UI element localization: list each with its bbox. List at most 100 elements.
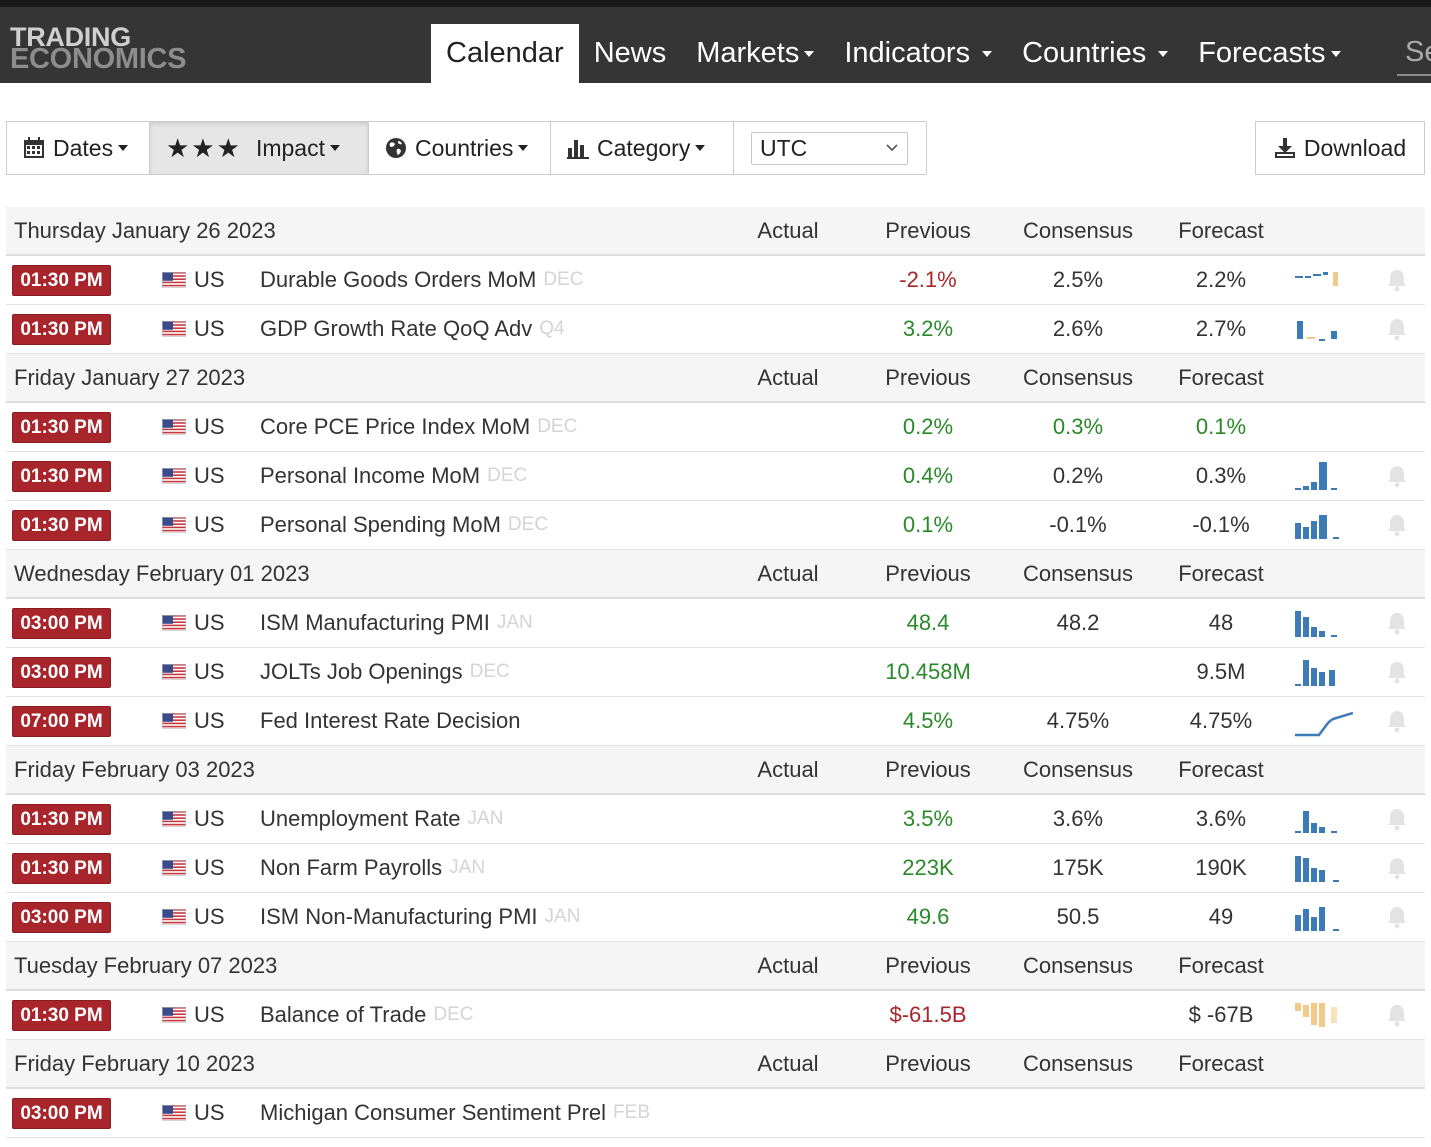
bell-icon[interactable] <box>1386 660 1408 684</box>
event-forecast: -0.1% <box>1192 512 1250 537</box>
event-row[interactable]: 01:30 PM US Personal Spending MoM DEC 0.1% -0… <box>6 501 1425 550</box>
calendar-filter-toolbar: Dates ★★★ Impact Countries Category UTC <box>6 121 927 175</box>
event-previous: 223K <box>902 855 954 880</box>
event-time-badge: 01:30 PM <box>12 461 111 492</box>
event-reference-period: DEC <box>507 514 549 535</box>
column-header-previous: Previous <box>885 756 971 782</box>
event-name-link[interactable]: Personal Spending MoM DEC <box>260 501 548 549</box>
event-name-link[interactable]: JOLTs Job Openings DEC <box>260 648 510 696</box>
event-reference-period: Q4 <box>539 318 565 339</box>
event-name-link[interactable]: Durable Goods Orders MoM DEC <box>260 256 583 304</box>
event-row[interactable]: 01:30 PM US Durable Goods Orders MoM DEC -2.… <box>6 256 1425 305</box>
event-row[interactable]: 03:00 PM US ISM Non-Manufacturing PMI JAN 49… <box>6 893 1425 942</box>
category-filter-button[interactable]: Category <box>551 122 734 174</box>
event-row[interactable]: 01:30 PM US GDP Growth Rate QoQ Adv Q4 3.2% 2… <box>6 305 1425 354</box>
event-name-link[interactable]: Balance of Trade DEC <box>260 991 473 1039</box>
bell-icon[interactable] <box>1386 856 1408 880</box>
bell-icon[interactable] <box>1386 268 1408 292</box>
event-name-link[interactable]: Michigan Consumer Sentiment Prel FEB <box>260 1089 650 1137</box>
countries-filter-button[interactable]: Countries <box>369 122 551 174</box>
event-name: ISM Manufacturing PMI <box>260 610 490 635</box>
event-row[interactable]: 01:30 PM US Unemployment Rate JAN 3.5% 3.6% 3.… <box>6 795 1425 844</box>
sparkline-chart-icon[interactable] <box>1293 852 1353 884</box>
sparkline-chart-icon[interactable] <box>1293 656 1353 688</box>
nav-label: Countries <box>1022 37 1147 69</box>
event-consensus <box>1008 991 1148 1039</box>
chevron-down-icon <box>804 50 815 57</box>
event-actual <box>718 893 858 941</box>
column-header-previous: Previous <box>885 1050 971 1076</box>
dates-filter-label: Dates <box>53 134 114 161</box>
trading-economics-logo[interactable]: TRADING ECONOMICS <box>10 24 186 74</box>
event-name-link[interactable]: GDP Growth Rate QoQ Adv Q4 <box>260 305 565 353</box>
event-actual <box>718 501 858 549</box>
bell-icon[interactable] <box>1386 317 1408 341</box>
sparkline-chart-icon[interactable] <box>1293 607 1353 639</box>
impact-filter-label: Impact <box>255 134 325 161</box>
sparkline-chart-icon[interactable] <box>1293 705 1353 737</box>
sparkline-chart-icon[interactable] <box>1293 901 1353 933</box>
event-previous: 0.1% <box>902 512 954 537</box>
us-flag-icon <box>162 517 186 533</box>
event-time-badge: 03:00 PM <box>12 608 111 639</box>
day-header-row: Friday February 03 2023 Actual Previous Con… <box>6 746 1425 795</box>
nav-markets[interactable]: Markets <box>681 24 829 83</box>
us-flag-icon <box>162 860 186 876</box>
bell-icon[interactable] <box>1386 709 1408 733</box>
event-row[interactable]: 07:00 PM US Fed Interest Rate Decision 4.5%… <box>6 697 1425 746</box>
nav-indicators[interactable]: Indicators <box>829 24 1007 83</box>
event-row[interactable]: 01:30 PM US Core PCE Price Index MoM DEC 0.2… <box>6 403 1425 452</box>
event-row[interactable]: 03:00 PM US ISM Manufacturing PMI JAN 48.4 48… <box>6 599 1425 648</box>
nav-countries[interactable]: Countries <box>1007 24 1183 83</box>
download-button[interactable]: Download <box>1255 121 1425 175</box>
event-reference-period: DEC <box>537 416 578 437</box>
event-country: US <box>194 316 225 341</box>
timezone-select[interactable]: UTC <box>751 131 908 165</box>
column-header-consensus: Consensus <box>1022 364 1134 390</box>
sparkline-chart-icon[interactable] <box>1293 509 1353 541</box>
sparkline-chart-icon[interactable] <box>1293 264 1353 296</box>
event-country: US <box>194 267 225 292</box>
bell-icon[interactable] <box>1386 905 1408 929</box>
column-header-consensus: Consensus <box>1022 952 1134 978</box>
event-name-link[interactable]: Fed Interest Rate Decision <box>260 697 520 745</box>
sparkline-chart-icon[interactable] <box>1293 803 1353 835</box>
column-header-forecast: Forecast <box>1178 217 1264 243</box>
column-header-consensus: Consensus <box>1022 560 1134 586</box>
bell-icon[interactable] <box>1386 513 1408 537</box>
event-name-link[interactable]: Core PCE Price Index MoM DEC <box>260 403 577 451</box>
event-name-link[interactable]: Personal Income MoM DEC <box>260 452 527 500</box>
event-row[interactable]: 01:30 PM US Non Farm Payrolls JAN 223K 175K 19… <box>6 844 1425 893</box>
sparkline-chart-icon[interactable] <box>1293 460 1353 492</box>
event-row[interactable]: 01:30 PM US Personal Income MoM DEC 0.4% 0.2%… <box>6 452 1425 501</box>
event-name-link[interactable]: ISM Non-Manufacturing PMI JAN <box>260 893 580 941</box>
event-row[interactable]: 03:00 PM US JOLTs Job Openings DEC 10.458M 9.… <box>6 648 1425 697</box>
sparkline-chart-icon[interactable] <box>1293 999 1353 1031</box>
sparkline-chart-icon[interactable] <box>1293 313 1353 345</box>
event-reference-period: JAN <box>467 808 504 829</box>
column-header-previous: Previous <box>885 217 971 243</box>
nav-calendar[interactable]: Calendar <box>431 24 579 83</box>
impact-filter-button[interactable]: ★★★ Impact <box>150 122 369 174</box>
bell-icon[interactable] <box>1386 1003 1408 1027</box>
event-reference-period: JAN <box>496 612 533 633</box>
event-reference-period: FEB <box>613 1102 650 1123</box>
event-row[interactable]: 01:30 PM US Balance of Trade DEC $-61.5B $ -6… <box>6 991 1425 1040</box>
bell-icon[interactable] <box>1386 807 1408 831</box>
bell-icon[interactable] <box>1386 464 1408 488</box>
event-country: US <box>194 708 225 733</box>
event-name-link[interactable]: Non Farm Payrolls JAN <box>260 844 485 892</box>
search-input[interactable]: Se <box>1397 32 1431 76</box>
timezone-value: UTC <box>760 134 808 161</box>
event-name-link[interactable]: Unemployment Rate JAN <box>260 795 503 843</box>
event-previous: 48.4 <box>906 610 950 635</box>
nav-forecasts[interactable]: Forecasts <box>1183 24 1355 83</box>
dates-filter-button[interactable]: Dates <box>7 122 150 174</box>
event-name: Fed Interest Rate Decision <box>260 708 521 733</box>
event-actual <box>718 452 858 500</box>
nav-news[interactable]: News <box>579 24 682 83</box>
event-row[interactable]: 03:00 PM US Michigan Consumer Sentiment Pr… <box>6 1089 1425 1138</box>
event-name-link[interactable]: ISM Manufacturing PMI JAN <box>260 599 533 647</box>
bell-icon[interactable] <box>1386 611 1408 635</box>
event-previous: 0.4% <box>902 463 954 488</box>
